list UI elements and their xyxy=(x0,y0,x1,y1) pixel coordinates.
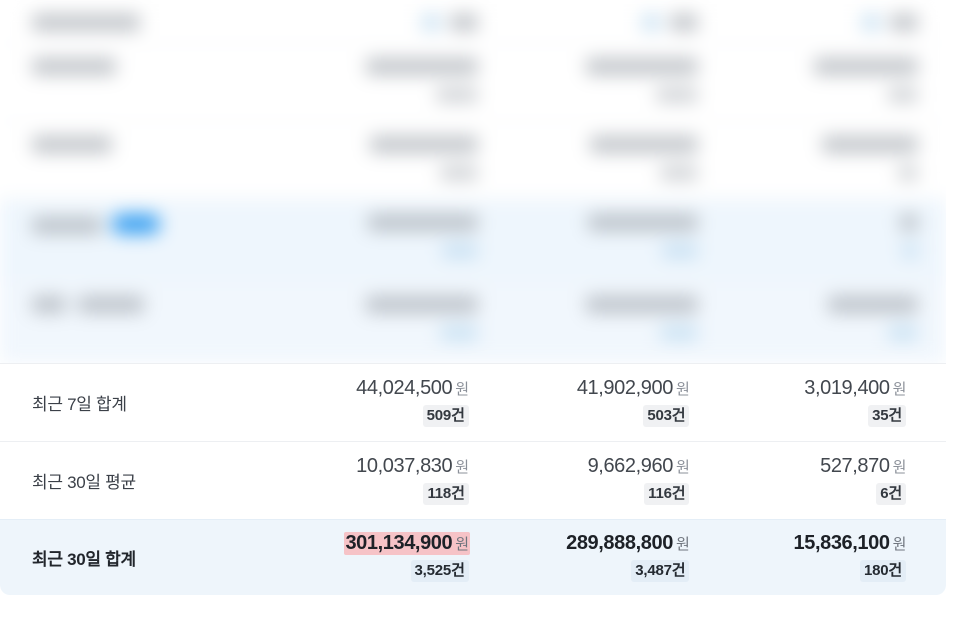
amount-value: 289,888,800 원 xyxy=(566,532,690,555)
vertical-scrollbar[interactable] xyxy=(957,0,964,625)
amount-number: 3,019,400 xyxy=(804,377,890,400)
amount-unit: 원 xyxy=(675,536,690,554)
amount-unit: 원 xyxy=(892,381,907,399)
amount-value: 527,870 원 xyxy=(820,456,906,477)
masked-table-region xyxy=(0,0,946,363)
summary-card: 최근 7일 합계 44,024,500 원 509건 41,902,900 원 50… xyxy=(0,0,946,595)
summary-rows: 최근 7일 합계 44,024,500 원 509건 41,902,900 원 50… xyxy=(0,363,946,595)
masked-row-cell xyxy=(488,122,708,180)
count-badge: 503건 xyxy=(643,405,690,427)
masked-row-cell xyxy=(708,122,928,180)
row-cell-total[interactable]: 10,037,830 원 118건 xyxy=(270,442,491,519)
row-cell-middle[interactable]: 41,902,900 원 503건 xyxy=(491,364,708,441)
row-cell-right[interactable]: 3,019,400 원 35건 xyxy=(707,364,928,441)
amount-number: 289,888,800 xyxy=(566,532,673,555)
amount-unit: 원 xyxy=(455,536,469,554)
amount-number: 41,902,900 xyxy=(576,377,674,400)
amount-value: 9,662,960 원 xyxy=(588,456,690,477)
row-cell-right[interactable]: 15,836,100 원 180건 xyxy=(707,520,928,595)
masked-row-cell xyxy=(708,0,928,36)
amount-value: 10,037,830 원 xyxy=(356,456,469,477)
amount-number: 9,662,960 xyxy=(587,455,674,478)
masked-row-cell xyxy=(488,282,708,340)
masked-row-label xyxy=(18,282,268,318)
amount-unit: 원 xyxy=(455,459,469,477)
table-row[interactable]: 최근 30일 평균 10,037,830 원 118건 9,662,960 원 11… xyxy=(0,441,946,519)
masked-row-cell xyxy=(488,44,708,102)
amount-unit: 원 xyxy=(675,459,690,477)
amount-number: 15,836,100 xyxy=(793,532,891,555)
masked-row-cell xyxy=(488,0,708,36)
amount-number: 527,870 xyxy=(820,455,890,478)
count-badge: 180건 xyxy=(859,560,907,582)
row-label: 최근 30일 합계 xyxy=(32,550,136,569)
row-cell-middle[interactable]: 9,662,960 원 116건 xyxy=(491,442,708,519)
amount-number: 10,037,830 xyxy=(356,455,453,478)
masked-row xyxy=(0,0,946,44)
row-cell-total[interactable]: 301,134,900 원 3,525건 xyxy=(270,520,491,595)
masked-row-label xyxy=(18,44,268,80)
amount-value: 15,836,100 원 xyxy=(794,533,907,554)
amount-unit: 원 xyxy=(675,381,690,399)
masked-row-label xyxy=(18,122,268,158)
masked-row-selected xyxy=(0,200,946,282)
masked-row-cell xyxy=(268,282,488,340)
table-row[interactable]: 최근 7일 합계 44,024,500 원 509건 41,902,900 원 50… xyxy=(0,363,946,441)
amount-number: 44,024,500 xyxy=(356,377,453,400)
amount-number: 301,134,900 xyxy=(345,532,453,555)
masked-row xyxy=(0,122,946,200)
masked-row-cell xyxy=(268,44,488,102)
amount-unit: 원 xyxy=(892,459,907,477)
amount-value-selected: 301,134,900 원 xyxy=(345,532,469,555)
amount-value: 3,019,400 원 xyxy=(804,378,906,399)
row-cell-total[interactable]: 44,024,500 원 509건 xyxy=(270,364,491,441)
masked-row-label xyxy=(18,0,268,36)
amount-unit: 원 xyxy=(455,381,469,399)
masked-row-cell xyxy=(268,200,488,258)
masked-row-cell xyxy=(488,200,708,258)
row-cell-right[interactable]: 527,870 원 6건 xyxy=(707,442,928,519)
row-cell-middle[interactable]: 289,888,800 원 3,487건 xyxy=(491,520,708,595)
masked-row-label xyxy=(18,200,268,239)
masked-row-cell xyxy=(708,282,928,340)
count-badge: 509건 xyxy=(422,405,469,427)
masked-row xyxy=(0,282,946,363)
masked-row-cell xyxy=(268,0,488,36)
amount-value: 44,024,500 원 xyxy=(356,378,469,399)
masked-row-cell xyxy=(708,200,928,258)
scrollbar-thumb[interactable] xyxy=(956,150,961,480)
count-badge: 118건 xyxy=(423,483,469,505)
count-badge: 35건 xyxy=(868,405,907,427)
count-badge-selected: 3,525건 xyxy=(410,560,469,582)
count-badge: 116건 xyxy=(644,483,690,505)
count-badge: 6건 xyxy=(876,483,907,505)
masked-row-cell xyxy=(708,44,928,102)
amount-value: 41,902,900 원 xyxy=(577,378,690,399)
table-row-total[interactable]: 최근 30일 합계 301,134,900 원 3,525건 289,888,80… xyxy=(0,519,946,595)
masked-row-cell xyxy=(268,122,488,180)
amount-unit: 원 xyxy=(892,536,907,554)
row-label: 최근 30일 평균 xyxy=(32,473,136,492)
masked-row xyxy=(0,44,946,122)
count-badge: 3,487건 xyxy=(631,560,690,582)
row-label: 최근 7일 합계 xyxy=(32,395,127,414)
